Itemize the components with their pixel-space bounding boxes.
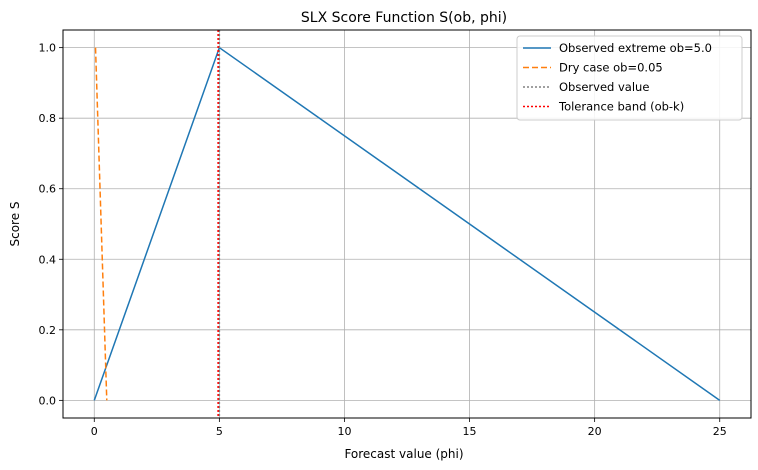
plot-frame bbox=[62, 29, 752, 419]
y-tick-label: 1.0 bbox=[39, 42, 57, 55]
x-tick-label: 0 bbox=[91, 425, 98, 438]
x-tick-label: 10 bbox=[337, 425, 351, 438]
x-tick-label: 25 bbox=[713, 425, 727, 438]
y-tick-label: 0.0 bbox=[39, 394, 57, 407]
y-tick-label: 0.4 bbox=[39, 253, 57, 266]
plot-lines bbox=[93, 30, 721, 418]
x-tick-label: 15 bbox=[463, 425, 477, 438]
legend-label: Observed extreme ob=5.0 bbox=[559, 41, 712, 55]
legend-label: Tolerance band (ob-k) bbox=[558, 100, 684, 114]
legend-label: Observed value bbox=[559, 80, 649, 94]
x-tick-label: 5 bbox=[216, 425, 223, 438]
y-tick-label: 0.2 bbox=[39, 324, 57, 337]
axis-ticks: 0 5 10 15 20 25 0.0 0.2 0.4 0.6 0.8 1.0 bbox=[39, 42, 727, 438]
legend-box bbox=[516, 35, 743, 121]
y-axis-label: Score S bbox=[8, 201, 22, 246]
chart-title: SLX Score Function S(ob, phi) bbox=[301, 10, 507, 26]
y-tick-label: 0.6 bbox=[39, 183, 57, 196]
x-tick-label: 20 bbox=[588, 425, 602, 438]
y-tick-label: 0.8 bbox=[39, 112, 57, 125]
x-axis-label: Forecast value (phi) bbox=[344, 447, 463, 461]
series-line bbox=[94, 47, 108, 401]
legend-label: Dry case ob=0.05 bbox=[559, 61, 663, 75]
legend: Observed extreme ob=5.0 Dry case ob=0.05 O… bbox=[516, 35, 743, 121]
